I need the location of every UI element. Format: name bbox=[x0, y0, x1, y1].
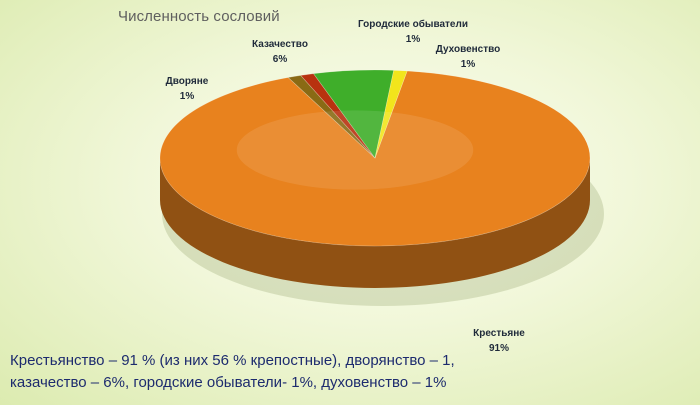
pie-slice-дворяне bbox=[374, 70, 408, 159]
label-kazachestvo: Казачество 6% bbox=[240, 37, 320, 67]
label-kazachestvo-name: Казачество bbox=[252, 39, 308, 50]
pie-side-крестьяне bbox=[160, 158, 590, 288]
pie-slice-духовенство bbox=[287, 75, 376, 159]
pie-slice-казачество bbox=[313, 69, 395, 159]
pie-slice-крестьяне bbox=[159, 70, 591, 247]
label-dvoryane: Дворяне 1% bbox=[157, 74, 217, 104]
pie-highlight bbox=[236, 110, 474, 190]
label-dvoryane-name: Дворяне bbox=[165, 76, 209, 87]
label-dukhovenstvo-value: 1% bbox=[460, 59, 476, 70]
label-krestyane-name: Крестьяне bbox=[473, 328, 525, 339]
label-dukhovenstvo: Духовенство 1% bbox=[428, 42, 508, 72]
label-gorodskie: Городские обыватели 1% bbox=[338, 17, 488, 47]
label-kazachestvo-value: 6% bbox=[272, 54, 288, 65]
pie-slice-городские-обыватели bbox=[300, 73, 376, 159]
caption-line-1: Крестьянство – 91 % (из них 56 % крепост… bbox=[10, 352, 455, 369]
caption-line-2: казачество – 6%, городские обыватели- 1%… bbox=[10, 374, 447, 391]
label-gorodskie-value: 1% bbox=[405, 34, 421, 45]
label-dvoryane-value: 1% bbox=[179, 91, 195, 102]
label-krestyane-value: 91% bbox=[488, 343, 509, 354]
chart-title: Численность сословий bbox=[118, 8, 280, 25]
label-gorodskie-name: Городские обыватели bbox=[358, 19, 468, 30]
label-dukhovenstvo-name: Духовенство bbox=[435, 44, 501, 55]
label-krestyane: Крестьяне 91% bbox=[464, 326, 534, 356]
caption: Крестьянство – 91 % (из них 56 % крепост… bbox=[10, 350, 690, 394]
